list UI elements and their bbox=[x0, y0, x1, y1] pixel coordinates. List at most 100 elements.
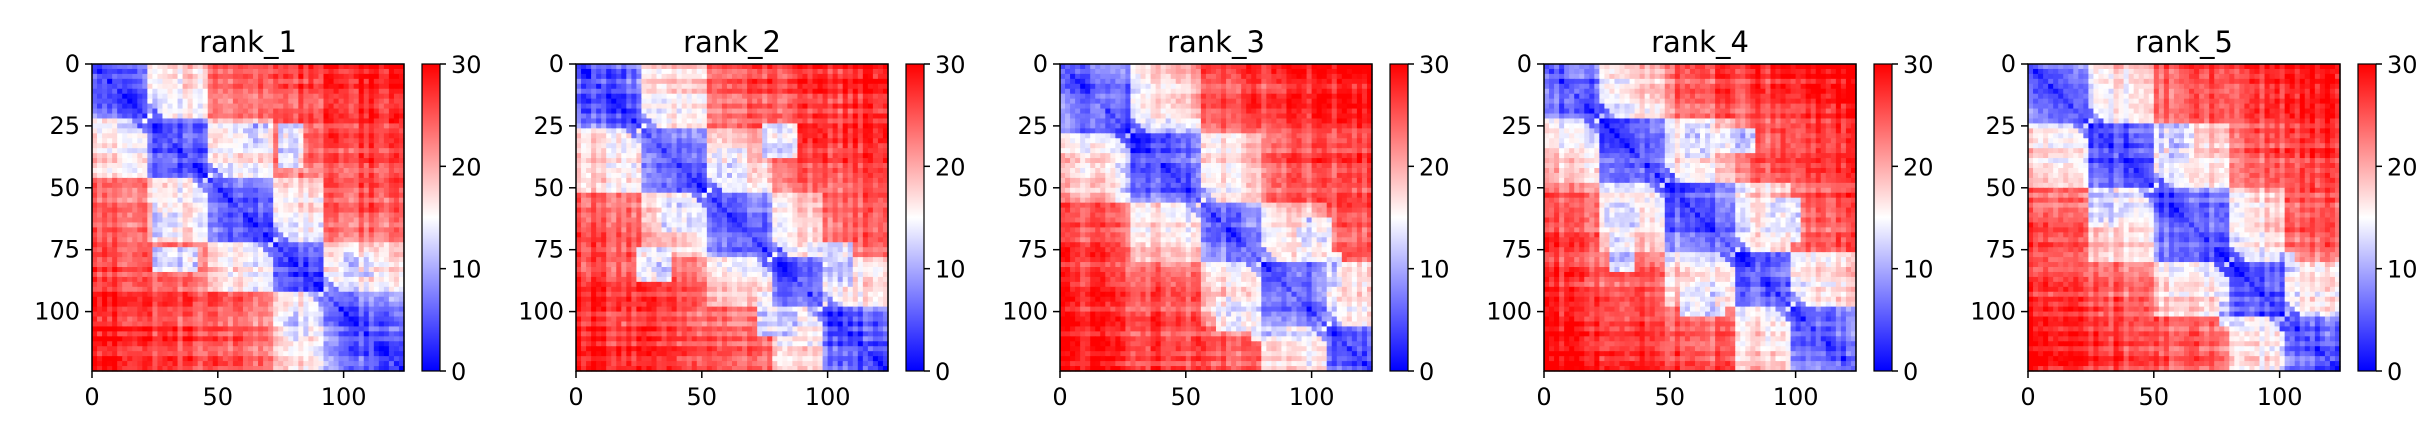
heatmap-cell bbox=[203, 183, 209, 189]
heatmap-cell bbox=[157, 361, 163, 367]
heatmap-cell bbox=[313, 336, 319, 342]
heatmap-cell bbox=[586, 64, 592, 70]
heatmap-cell bbox=[586, 84, 592, 90]
heatmap-cell bbox=[707, 69, 713, 75]
heatmap-cell bbox=[248, 292, 254, 298]
heatmap-cell bbox=[606, 94, 612, 100]
heatmap-cell bbox=[213, 128, 219, 134]
heatmap-cell bbox=[263, 79, 269, 85]
heatmap-cell bbox=[288, 183, 294, 189]
heatmap-cell bbox=[626, 138, 632, 144]
heatmap-cell bbox=[117, 336, 123, 342]
heatmap-cell bbox=[329, 183, 335, 189]
heatmap-cell bbox=[657, 94, 663, 100]
heatmap-cell bbox=[389, 312, 395, 318]
heatmap-cell bbox=[394, 277, 400, 283]
heatmap-cell bbox=[147, 312, 153, 318]
heatmap-cell bbox=[208, 247, 214, 253]
heatmap-cell bbox=[697, 138, 703, 144]
heatmap-cell bbox=[173, 203, 179, 209]
heatmap-cell bbox=[273, 178, 279, 184]
heatmap-cell bbox=[167, 252, 173, 258]
heatmap-cell bbox=[213, 287, 219, 293]
heatmap-cell bbox=[702, 109, 708, 115]
heatmap-cell bbox=[323, 208, 329, 214]
heatmap-cell bbox=[349, 163, 355, 169]
heatmap-cell bbox=[667, 109, 673, 115]
heatmap-cell bbox=[318, 163, 324, 169]
heatmap-cell bbox=[379, 163, 385, 169]
heatmap-cell bbox=[288, 262, 294, 268]
heatmap-cell bbox=[178, 79, 184, 85]
heatmap-cell bbox=[394, 94, 400, 100]
heatmap-cell bbox=[334, 193, 340, 199]
heatmap-cell bbox=[308, 282, 314, 288]
heatmap-cell bbox=[712, 74, 718, 80]
heatmap-cell bbox=[283, 321, 289, 327]
heatmap-cell bbox=[697, 94, 703, 100]
heatmap-cell bbox=[273, 307, 279, 313]
heatmap-cell bbox=[243, 307, 249, 313]
heatmap-cell bbox=[102, 213, 108, 219]
heatmap-cell bbox=[117, 222, 123, 228]
heatmap-cell bbox=[288, 242, 294, 248]
heatmap-cell bbox=[323, 114, 329, 120]
heatmap-cell bbox=[394, 84, 400, 90]
heatmap-cell bbox=[193, 148, 199, 154]
heatmap-cell bbox=[283, 247, 289, 253]
heatmap-cell bbox=[228, 262, 234, 268]
heatmap-cell bbox=[102, 356, 108, 362]
heatmap-cell bbox=[318, 218, 324, 224]
heatmap-cell bbox=[258, 307, 264, 313]
heatmap-cell bbox=[278, 277, 284, 283]
heatmap-cell bbox=[142, 64, 148, 70]
heatmap-cell bbox=[318, 242, 324, 248]
heatmap-cell bbox=[334, 237, 340, 243]
heatmap-cell bbox=[742, 143, 748, 149]
heatmap-cell bbox=[303, 188, 309, 194]
heatmap-cell bbox=[117, 118, 123, 124]
heatmap-cell bbox=[223, 237, 229, 243]
heatmap-cell bbox=[843, 143, 849, 149]
heatmap-cell bbox=[772, 148, 778, 154]
heatmap-cell bbox=[233, 64, 239, 70]
heatmap-cell bbox=[828, 99, 834, 105]
heatmap-cell bbox=[802, 138, 808, 144]
heatmap-cell bbox=[657, 133, 663, 139]
heatmap-cell bbox=[823, 74, 829, 80]
heatmap-cell bbox=[162, 99, 168, 105]
heatmap-cell bbox=[288, 118, 294, 124]
heatmap-cell bbox=[369, 198, 375, 204]
heatmap-cell bbox=[198, 158, 204, 164]
heatmap-cell bbox=[193, 183, 199, 189]
heatmap-cell bbox=[178, 148, 184, 154]
heatmap-cell bbox=[198, 84, 204, 90]
heatmap-cell bbox=[142, 99, 148, 105]
heatmap-cell bbox=[354, 109, 360, 115]
heatmap-cell bbox=[173, 188, 179, 194]
heatmap-cell bbox=[228, 307, 234, 313]
heatmap-cell bbox=[178, 213, 184, 219]
heatmap-cell bbox=[807, 69, 813, 75]
heatmap-cell bbox=[313, 74, 319, 80]
heatmap-cell bbox=[102, 331, 108, 337]
heatmap-cell bbox=[102, 341, 108, 347]
heatmap-cell bbox=[132, 148, 138, 154]
heatmap-cell bbox=[213, 262, 219, 268]
heatmap-cell bbox=[621, 118, 627, 124]
heatmap-cell bbox=[173, 74, 179, 80]
heatmap-cell bbox=[359, 79, 365, 85]
heatmap-cell bbox=[253, 104, 259, 110]
heatmap-cell bbox=[178, 218, 184, 224]
heatmap-cell bbox=[308, 346, 314, 352]
heatmap-cell bbox=[288, 277, 294, 283]
heatmap-cell bbox=[263, 168, 269, 174]
heatmap-cell bbox=[258, 267, 264, 273]
heatmap-cell bbox=[818, 89, 824, 95]
heatmap-cell bbox=[117, 69, 123, 75]
heatmap-cell bbox=[308, 272, 314, 278]
heatmap-cell bbox=[127, 94, 133, 100]
heatmap-cell bbox=[323, 173, 329, 179]
heatmap-cell bbox=[601, 118, 607, 124]
heatmap-cell bbox=[162, 178, 168, 184]
